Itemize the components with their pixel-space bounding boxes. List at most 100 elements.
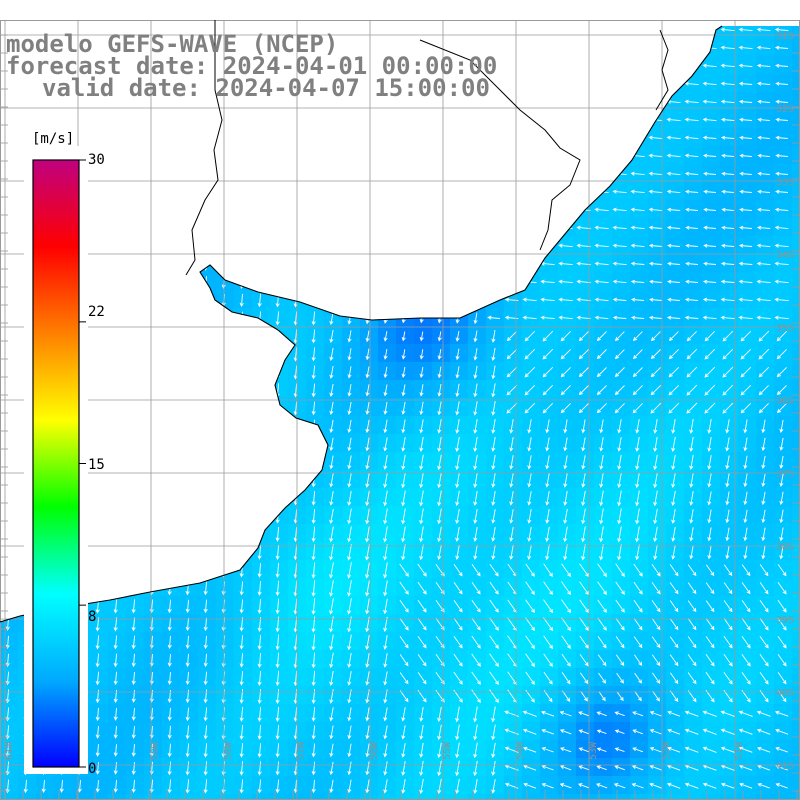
wind-vector <box>667 297 681 302</box>
wind-vector <box>203 581 208 596</box>
wind-vector <box>491 545 496 560</box>
wind-vector <box>776 330 788 342</box>
wind-vector <box>653 454 658 471</box>
wind-vector <box>777 617 787 631</box>
wind-vector <box>633 581 643 595</box>
wind-vector <box>437 508 442 525</box>
wind-vector <box>686 366 698 378</box>
wind-vector <box>722 384 734 396</box>
wind-vector <box>741 600 751 613</box>
wind-vector <box>347 437 352 452</box>
wind-vector <box>668 349 679 360</box>
wind-vector <box>704 366 716 378</box>
wind-vector <box>473 348 478 361</box>
wind-vector <box>257 652 262 668</box>
wind-vector <box>667 764 681 771</box>
wind-vector <box>774 279 789 284</box>
wind-vector <box>545 455 550 470</box>
lat-label: 32S <box>776 104 794 115</box>
wind-vector <box>761 473 766 488</box>
wind-vector <box>741 635 751 649</box>
wind-vector <box>437 349 442 360</box>
wind-vector <box>761 509 766 524</box>
wind-vector <box>725 527 730 542</box>
wind-vector <box>666 135 681 140</box>
wind-vector <box>740 366 752 378</box>
wind-vector <box>509 544 514 560</box>
wind-vector <box>558 297 573 302</box>
wind-vector <box>365 508 370 525</box>
wind-vector <box>401 743 406 758</box>
wind-vector <box>578 711 590 717</box>
wind-vector <box>311 347 316 362</box>
lat-label: 40S <box>776 688 794 699</box>
wind-vector <box>756 243 771 248</box>
wind-vector <box>757 746 771 753</box>
wind-vector <box>347 473 352 488</box>
wind-vector <box>579 654 589 667</box>
wind-vector <box>401 437 406 452</box>
wind-vector <box>617 437 622 452</box>
wind-vector <box>776 367 787 378</box>
wind-vector <box>617 454 622 470</box>
wind-vector <box>756 710 771 717</box>
wind-vector <box>741 582 751 595</box>
wind-vector <box>743 545 748 560</box>
wind-vector <box>779 527 784 542</box>
wind-vector <box>347 598 352 615</box>
wind-vector <box>239 707 244 722</box>
wind-vector <box>666 117 681 122</box>
wind-vector <box>632 349 643 360</box>
wind-vector <box>615 636 625 649</box>
wind-vector <box>666 315 681 320</box>
wind-vector <box>95 744 100 757</box>
wind-vector <box>239 761 244 776</box>
wind-vector <box>775 135 788 140</box>
wind-vector <box>630 279 645 284</box>
wind-vector <box>419 472 424 489</box>
wind-vector <box>651 600 661 613</box>
wind-vector <box>743 509 748 524</box>
wind-vector <box>612 207 627 212</box>
wind-vector <box>614 747 625 753</box>
wind-vector <box>491 527 496 542</box>
wind-vector <box>401 419 406 434</box>
wind-vector <box>614 349 625 360</box>
wind-vector <box>437 724 442 741</box>
forecast-date: forecast date: 2024-04-01 00:00:00 <box>6 52 498 80</box>
wind-vector <box>275 725 280 740</box>
wind-vector <box>578 331 589 342</box>
wind-vector <box>648 189 663 194</box>
wind-vector <box>563 473 568 488</box>
wind-vector <box>419 707 424 722</box>
wind-vector <box>561 653 571 667</box>
wind-vector <box>702 746 717 753</box>
wind-vector <box>365 779 370 794</box>
wind-vector <box>616 672 624 684</box>
wind-vector <box>775 728 789 735</box>
wind-vector <box>311 544 316 561</box>
wind-vector <box>5 779 10 794</box>
wind-vector <box>455 454 460 471</box>
wind-vector <box>684 153 699 158</box>
wind-vector <box>669 564 679 577</box>
wind-vector <box>758 403 769 414</box>
wind-vector <box>489 617 499 631</box>
wind-vector <box>741 671 751 685</box>
wind-vector <box>581 473 586 488</box>
wind-vector <box>686 348 698 360</box>
wind-vector <box>759 617 769 631</box>
wind-vector <box>613 783 626 789</box>
wind-vector <box>723 671 733 685</box>
wind-vector <box>671 436 676 453</box>
wind-vector <box>703 225 716 230</box>
wind-vector <box>667 710 681 717</box>
wind-vector <box>455 419 460 434</box>
wind-vector <box>776 385 787 396</box>
wind-vector <box>275 670 280 687</box>
wind-vector <box>473 508 478 524</box>
wind-vector <box>615 563 625 577</box>
wind-vector <box>666 153 681 158</box>
wind-vector <box>684 746 699 753</box>
wind-vector <box>453 671 463 685</box>
